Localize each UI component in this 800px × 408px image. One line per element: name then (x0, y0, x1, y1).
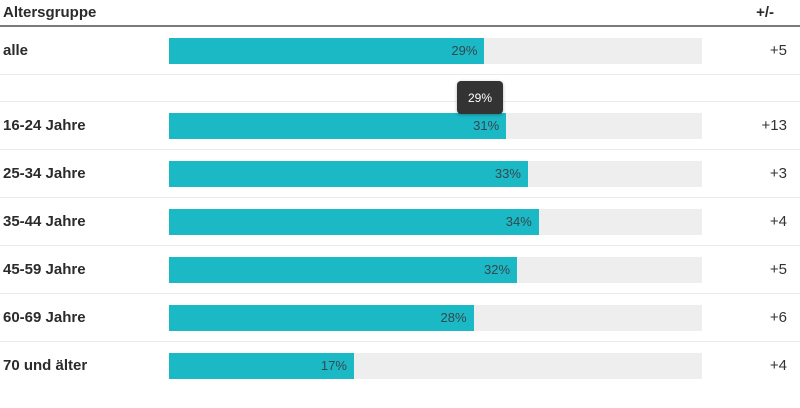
bar-segment[interactable]: 32% (169, 256, 518, 283)
bar-value-label: 29% (451, 43, 478, 58)
bar-segment[interactable]: 33% (169, 160, 528, 187)
bar-track: 28% (169, 304, 702, 331)
tooltip-value: 29% (467, 90, 493, 105)
bar-segment[interactable]: 29% (169, 37, 485, 64)
bar-segment[interactable]: 34% (169, 208, 539, 235)
bar-segment[interactable]: 31% (169, 112, 507, 139)
bar-value-label: 33% (494, 166, 521, 181)
table-row: 25-34 Jahre 33% +3 (0, 150, 800, 198)
category-column-header: Altersgruppe (3, 4, 97, 21)
row-label: 60-69 Jahre (3, 309, 86, 326)
chart-header: Altersgruppe +/- (0, 0, 800, 27)
table-row: 60-69 Jahre 28% +6 (0, 294, 800, 342)
bar-segment[interactable]: 17% (169, 352, 354, 379)
bar-value-label: 31% (473, 118, 500, 133)
change-value: +4 (769, 213, 787, 230)
chart-rows: alle 29% +5 16-24 Jahre 31% +13 25-34 Ja… (0, 27, 800, 389)
bar-track: 17% (169, 352, 702, 379)
row-label: 25-34 Jahre (3, 165, 86, 182)
change-value: +5 (769, 42, 787, 59)
bar-value-label: 17% (320, 358, 347, 373)
table-row: alle 29% +5 (0, 27, 800, 75)
table-row: 70 und älter 17% +4 (0, 342, 800, 389)
change-column-header: +/- (756, 4, 774, 21)
bar-track: 34% (169, 208, 702, 235)
change-value: +6 (769, 309, 787, 326)
bar-value-label: 34% (505, 214, 532, 229)
change-value: +5 (769, 261, 787, 278)
bar-track: 33% (169, 160, 702, 187)
change-value: +4 (769, 357, 787, 374)
table-row: 45-59 Jahre 32% +5 (0, 246, 800, 294)
bar-value-label: 32% (484, 262, 511, 277)
change-value: +13 (761, 117, 787, 134)
tooltip: 29% (457, 81, 503, 114)
bar-value-label: 28% (440, 310, 467, 325)
change-value: +3 (769, 165, 787, 182)
bar-track: 29% (169, 37, 702, 64)
bar-track: 32% (169, 256, 702, 283)
row-label: alle (3, 42, 29, 59)
row-label: 45-59 Jahre (3, 261, 86, 278)
bar-track: 31% (169, 112, 702, 139)
row-label: 35-44 Jahre (3, 213, 86, 230)
spacer-row (0, 75, 800, 102)
table-row: 35-44 Jahre 34% +4 (0, 198, 800, 246)
bar-segment[interactable]: 28% (169, 304, 474, 331)
table-row: 16-24 Jahre 31% +13 (0, 102, 800, 150)
row-label: 70 und älter (3, 357, 88, 374)
row-label: 16-24 Jahre (3, 117, 86, 134)
